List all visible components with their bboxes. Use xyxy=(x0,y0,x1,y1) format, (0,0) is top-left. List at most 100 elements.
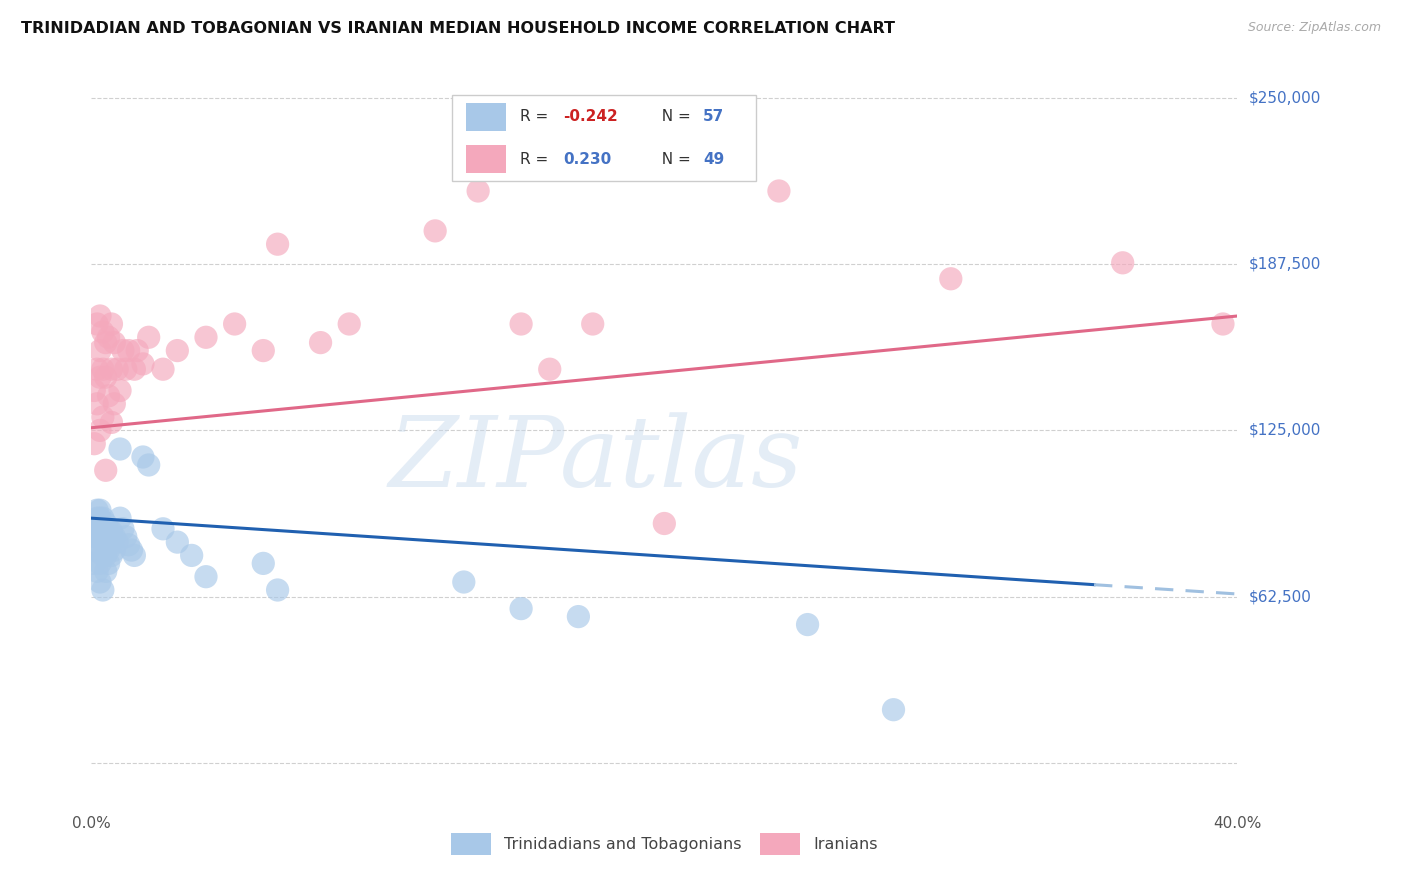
Point xyxy=(124,549,146,563)
Text: R =: R = xyxy=(520,110,553,124)
Point xyxy=(152,362,174,376)
Bar xyxy=(467,145,506,173)
Point xyxy=(138,458,160,472)
Point xyxy=(94,370,117,384)
Point xyxy=(1212,317,1234,331)
Text: Source: ZipAtlas.com: Source: ZipAtlas.com xyxy=(1247,21,1381,34)
Point xyxy=(91,549,114,563)
Point xyxy=(97,533,120,547)
Point xyxy=(89,511,111,525)
Point xyxy=(180,549,202,563)
Point xyxy=(91,325,114,339)
Point xyxy=(103,530,125,544)
Point xyxy=(100,416,122,430)
Point xyxy=(111,522,134,536)
Point xyxy=(114,530,136,544)
Point xyxy=(86,362,108,376)
Point xyxy=(121,543,143,558)
Point xyxy=(86,511,108,525)
Text: -0.242: -0.242 xyxy=(564,110,619,124)
Legend: Trinidadians and Tobagonians, Iranians: Trinidadians and Tobagonians, Iranians xyxy=(444,827,884,862)
Point xyxy=(105,362,128,376)
Point xyxy=(89,522,111,536)
Point xyxy=(97,522,120,536)
Point xyxy=(103,397,125,411)
Point xyxy=(114,362,136,376)
Point xyxy=(538,362,561,376)
Text: ZIPatlas: ZIPatlas xyxy=(388,412,803,508)
Point xyxy=(89,543,111,558)
Point xyxy=(97,543,120,558)
Point xyxy=(83,530,105,544)
Point xyxy=(567,609,589,624)
Point xyxy=(94,535,117,549)
Point xyxy=(266,582,288,597)
Point xyxy=(86,530,108,544)
Point xyxy=(337,317,360,331)
Point xyxy=(117,343,139,358)
Point xyxy=(86,397,108,411)
Point xyxy=(510,601,533,615)
Point xyxy=(89,309,111,323)
Point xyxy=(796,617,818,632)
Text: 57: 57 xyxy=(703,110,724,124)
Text: 0.230: 0.230 xyxy=(564,152,612,167)
Point xyxy=(83,522,105,536)
Point xyxy=(117,538,139,552)
Point xyxy=(252,343,274,358)
Point xyxy=(91,522,114,536)
Point xyxy=(89,574,111,589)
Point xyxy=(86,317,108,331)
Point xyxy=(652,516,675,531)
Bar xyxy=(467,103,506,131)
Point xyxy=(453,574,475,589)
Point xyxy=(97,389,120,403)
Point xyxy=(132,450,155,464)
Text: N =: N = xyxy=(652,152,696,167)
Point xyxy=(100,362,122,376)
Text: $125,000: $125,000 xyxy=(1249,423,1320,438)
Point xyxy=(89,557,111,571)
Point xyxy=(309,335,332,350)
Point xyxy=(194,570,217,584)
Point xyxy=(103,543,125,558)
Point xyxy=(91,530,114,544)
Point xyxy=(103,335,125,350)
Point xyxy=(89,530,111,544)
Text: R =: R = xyxy=(520,152,558,167)
Point xyxy=(100,549,122,563)
Point xyxy=(89,370,111,384)
Point xyxy=(89,343,111,358)
Point xyxy=(100,317,122,331)
Text: $187,500: $187,500 xyxy=(1249,257,1320,272)
Point xyxy=(105,535,128,549)
Point xyxy=(83,436,105,450)
Point xyxy=(94,524,117,539)
Point xyxy=(94,335,117,350)
Point xyxy=(86,503,108,517)
Point xyxy=(97,330,120,344)
Point xyxy=(768,184,790,198)
FancyBboxPatch shape xyxy=(453,95,756,181)
Point xyxy=(94,516,117,531)
Point xyxy=(108,384,131,398)
Point xyxy=(111,343,134,358)
Point xyxy=(89,503,111,517)
Point xyxy=(94,549,117,563)
Point xyxy=(100,535,122,549)
Point xyxy=(91,410,114,425)
Point xyxy=(94,463,117,477)
Text: $250,000: $250,000 xyxy=(1249,90,1320,105)
Point xyxy=(108,442,131,456)
Point xyxy=(124,362,146,376)
Point xyxy=(1111,256,1133,270)
Point xyxy=(86,565,108,579)
Point xyxy=(108,511,131,525)
Point xyxy=(89,423,111,437)
Point xyxy=(882,703,904,717)
Point xyxy=(83,384,105,398)
Point xyxy=(97,557,120,571)
Point xyxy=(510,317,533,331)
Text: $62,500: $62,500 xyxy=(1249,589,1312,604)
Point xyxy=(132,357,155,371)
